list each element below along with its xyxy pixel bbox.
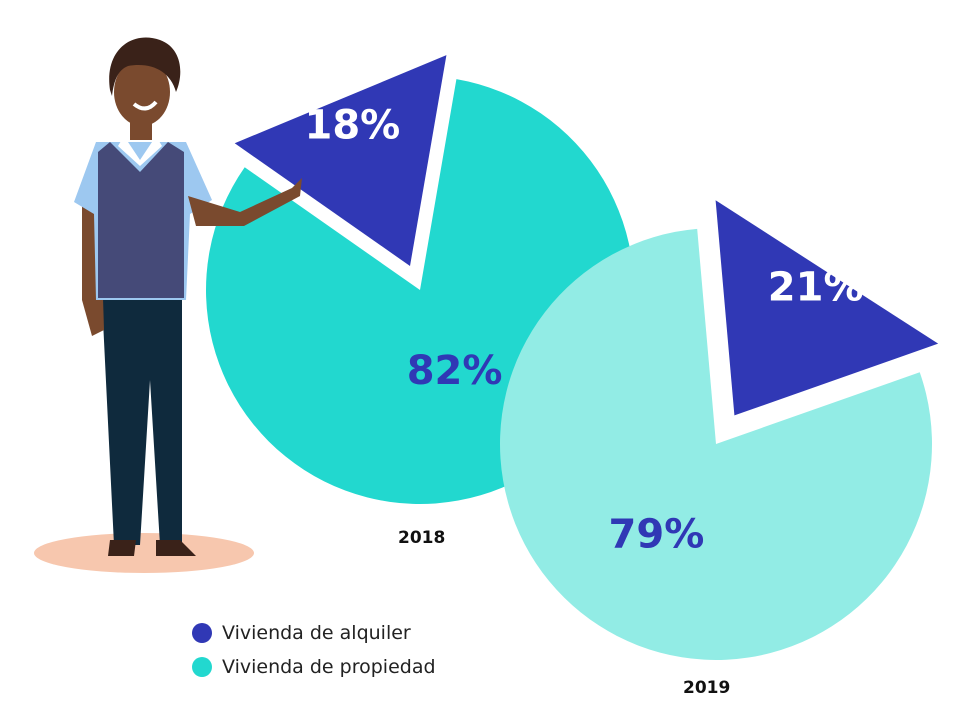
pie-chart-2019: 21% 79% <box>499 200 939 660</box>
legend-swatch-rental <box>192 623 212 643</box>
person-right-arm <box>188 178 302 226</box>
pie-label-rental: 18% <box>304 103 400 149</box>
legend-swatch-owned <box>192 657 212 677</box>
person-smile <box>132 100 158 111</box>
pie-slice-rental <box>234 55 447 266</box>
year-label-2019: 2019 <box>683 678 731 698</box>
pie-slice-owned <box>499 228 933 660</box>
person-legs <box>102 300 182 545</box>
person-collar <box>118 136 162 166</box>
year-label-2018: 2018 <box>398 528 446 548</box>
person-head <box>114 58 170 126</box>
person-vest <box>98 142 184 298</box>
pie-slice-rental <box>715 200 939 416</box>
person-pointing-illustration <box>34 37 302 573</box>
floor-shadow <box>34 533 254 573</box>
pie-label-owned: 79% <box>609 511 705 557</box>
pie-label-owned: 82% <box>407 348 503 394</box>
person-hair <box>109 37 181 96</box>
legend-label-owned: Vivienda de propiedad <box>222 656 436 678</box>
legend: Vivienda de alquiler Vivienda de propied… <box>192 616 436 684</box>
legend-item-rental: Vivienda de alquiler <box>192 616 436 650</box>
legend-item-owned: Vivienda de propiedad <box>192 650 436 684</box>
pie-label-rental: 21% <box>768 264 864 310</box>
person-shoes <box>108 540 196 556</box>
legend-label-rental: Vivienda de alquiler <box>222 622 411 644</box>
